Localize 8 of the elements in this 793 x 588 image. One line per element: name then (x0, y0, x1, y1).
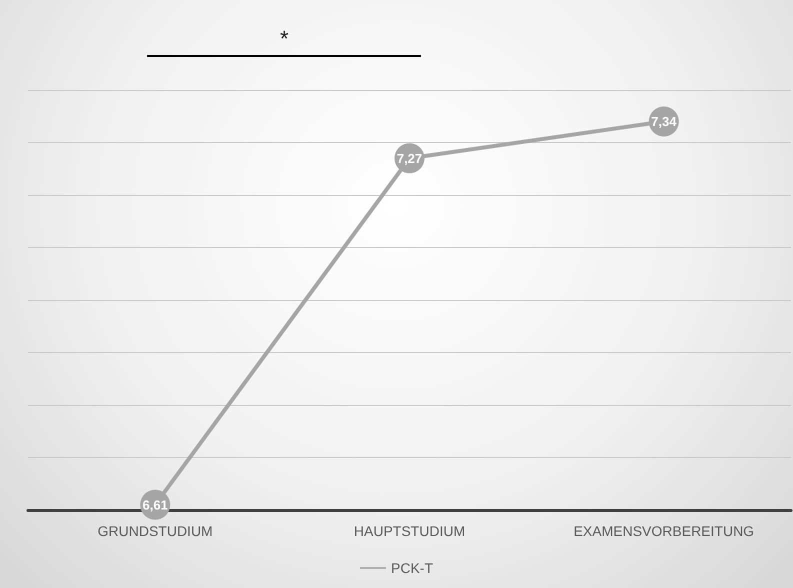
data-label: 6,61 (142, 497, 168, 512)
x-tick-label: EXAMENSVORBEREITUNG (574, 523, 754, 539)
x-tick-label: HAUPTSTUDIUM (354, 523, 466, 539)
data-label: 7,34 (651, 114, 678, 129)
data-label: 7,27 (396, 150, 422, 166)
legend-label: PCK-T (391, 560, 434, 576)
significance-bracket: * (147, 26, 422, 57)
x-tick-label: GRUNDSTUDIUM (98, 523, 213, 539)
